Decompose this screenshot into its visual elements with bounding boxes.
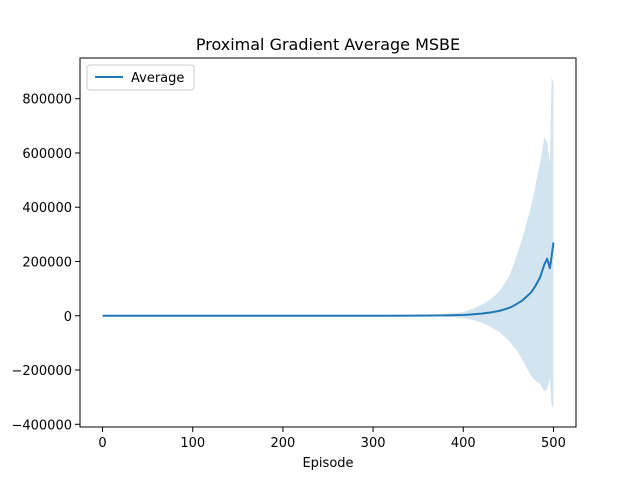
x-tick-label-0: 0 (98, 436, 106, 451)
x-axis-label: Episode (302, 456, 353, 471)
x-axis: 0 100 200 300 400 500 (98, 427, 566, 451)
chart-title: Proximal Gradient Average MSBE (196, 35, 460, 54)
legend-label-average: Average (131, 71, 184, 86)
legend-box (86, 64, 195, 91)
x-tick-label-300: 300 (361, 436, 386, 451)
y-tick-label--400000: −400000 (11, 418, 72, 433)
y-tick-label-800000: 800000 (22, 93, 72, 108)
y-tick-label-400000: 400000 (22, 201, 72, 216)
x-tick-label-400: 400 (451, 436, 476, 451)
y-tick-label-0: 0 (64, 310, 72, 325)
x-tick-label-100: 100 (180, 436, 205, 451)
y-tick-label-600000: 600000 (22, 147, 72, 162)
legend: Average (86, 64, 195, 91)
y-tick-label-200000: 200000 (22, 255, 72, 270)
x-tick-label-500: 500 (541, 436, 566, 451)
x-tick-label-200: 200 (270, 436, 295, 451)
y-tick-label--200000: −200000 (11, 364, 72, 379)
y-axis: −400000 −200000 0 200000 400000 600000 800000 (11, 93, 80, 433)
plot-area (79, 57, 577, 428)
plot-frame (79, 57, 577, 428)
series-line-average (102, 242, 555, 317)
